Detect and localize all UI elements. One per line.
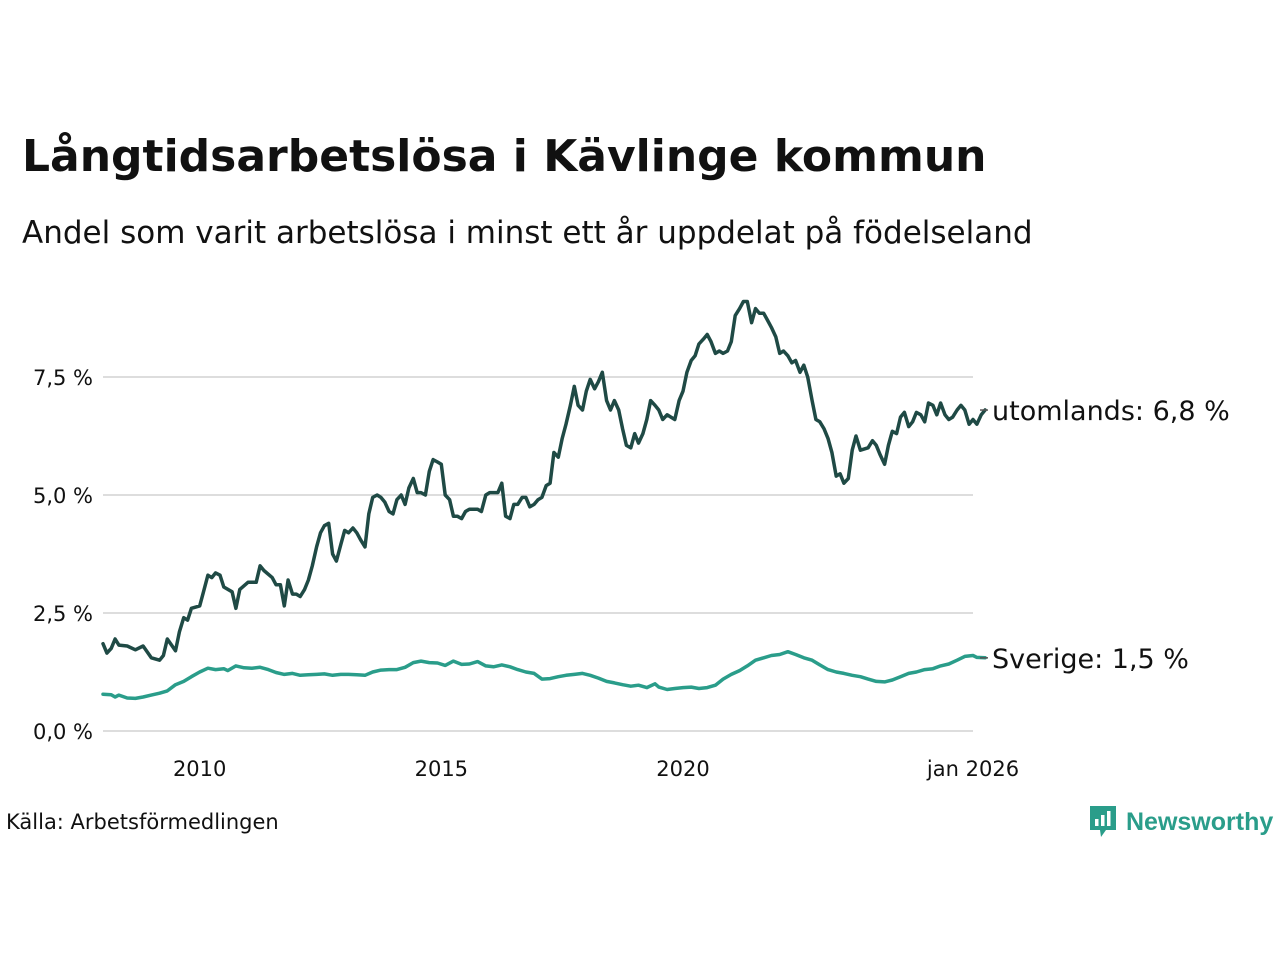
series-lines — [101, 299, 987, 701]
end-label-utomlands: utomlands: 6,8 % — [992, 396, 1230, 427]
y-tick-label: 0,0 % — [33, 720, 93, 744]
source-note: Källa: Arbetsförmedlingen — [6, 810, 279, 834]
newsworthy-logo-icon — [1090, 806, 1116, 837]
y-tick-label: 5,0 % — [33, 484, 93, 508]
y-axis-ticks: 0,0 % 2,5 % 5,0 % 7,5 % — [33, 366, 93, 744]
series-line-sverige — [101, 649, 987, 701]
logo-text: Newsworthy — [1126, 807, 1274, 836]
x-tick-label: 2015 — [415, 757, 468, 781]
newsworthy-logo: Newsworthy — [1088, 804, 1273, 840]
x-tick-label: jan 2026 — [926, 757, 1019, 781]
y-tick-label: 7,5 % — [33, 366, 93, 390]
y-tick-label: 2,5 % — [33, 602, 93, 626]
end-labels: utomlands: 6,8 % Sverige: 1,5 % — [980, 396, 1230, 675]
x-axis-ticks: 2010 2015 2020 jan 2026 — [173, 757, 1019, 781]
end-label-sverige: Sverige: 1,5 % — [992, 644, 1189, 675]
chart-title: Långtidsarbetslösa i Kävlinge kommun — [22, 131, 987, 182]
x-tick-label: 2010 — [173, 757, 226, 781]
grid-lines — [103, 376, 973, 732]
chart-subtitle: Andel som varit arbetslösa i minst ett å… — [22, 215, 1033, 251]
series-line-utomlands — [101, 299, 987, 662]
x-tick-label: 2020 — [656, 757, 709, 781]
